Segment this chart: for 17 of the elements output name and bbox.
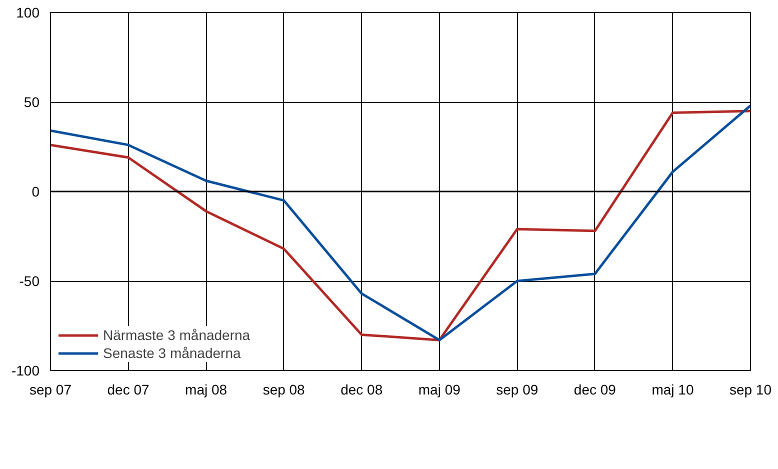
x-tick-label: dec 07: [107, 382, 150, 398]
x-tick-label: dec 09: [574, 382, 616, 398]
y-tick-label: -50: [19, 273, 40, 289]
y-tick-label: 50: [24, 94, 40, 110]
y-tick-label: 100: [16, 4, 40, 20]
x-tick-label: dec 08: [340, 382, 383, 398]
y-tick-label: 0: [32, 184, 40, 200]
legend-label: Närmaste 3 månaderna: [103, 326, 250, 344]
x-tick-label: sep 10: [729, 382, 772, 398]
x-tick-label: maj 08: [185, 382, 228, 398]
x-tick-label: sep 07: [29, 382, 72, 398]
y-tick-label: -100: [11, 362, 40, 378]
x-tick-label: maj 10: [652, 382, 694, 398]
x-tick-label: sep 08: [262, 382, 306, 398]
x-tick-label: maj 09: [418, 382, 461, 398]
x-tick-label: sep 09: [496, 382, 538, 398]
legend-label: Senaste 3 månaderna: [103, 344, 241, 362]
